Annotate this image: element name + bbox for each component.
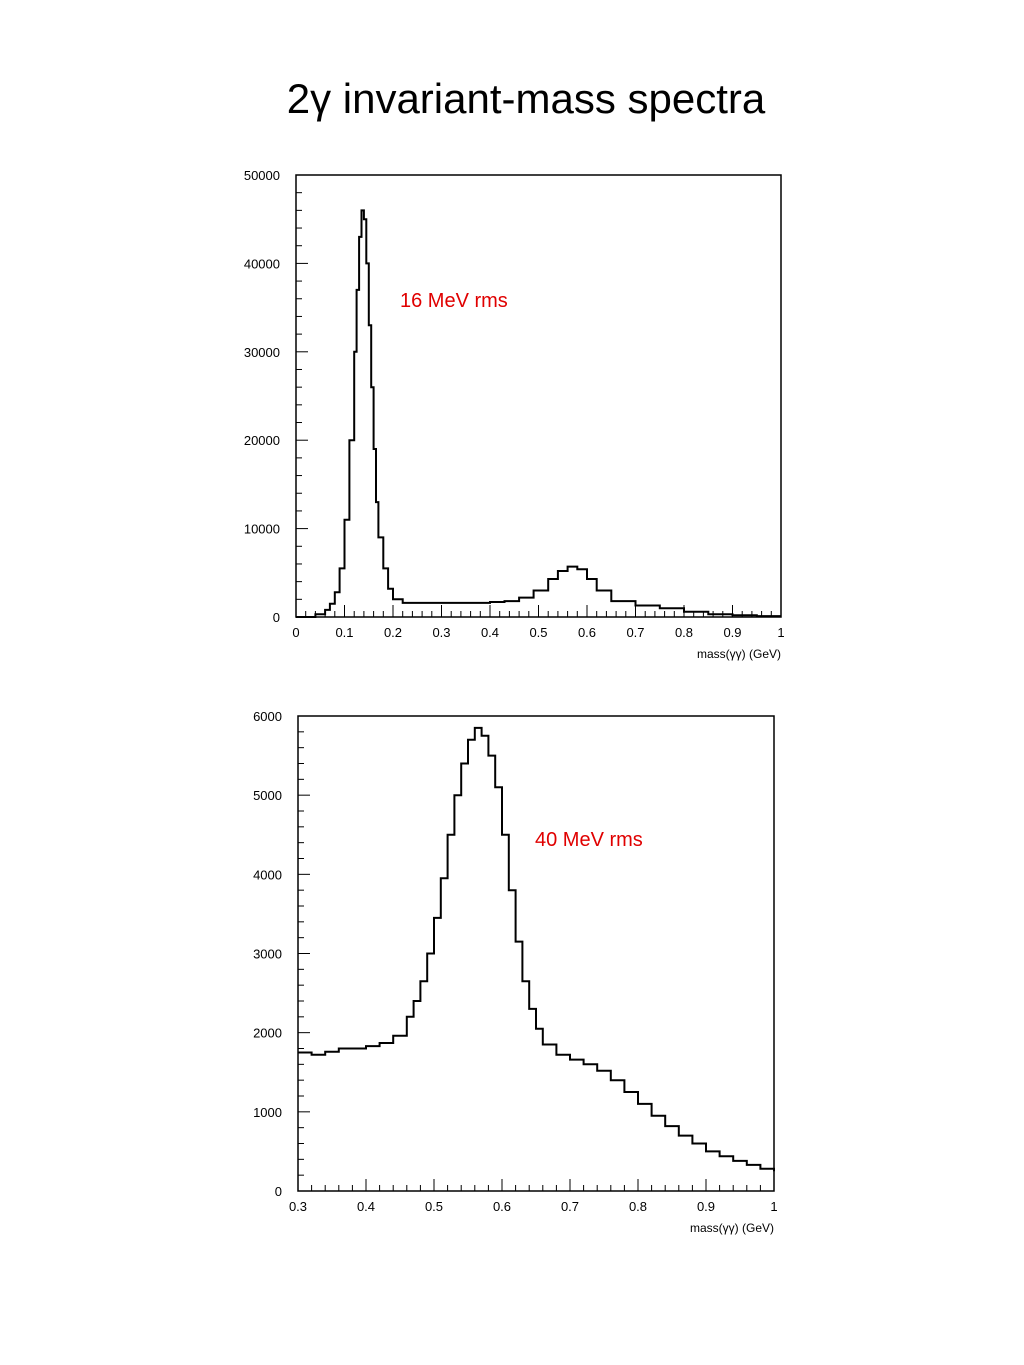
chart2-xtick-label: 0.7 [561,1199,579,1214]
chart2-ytick-label: 2000 [253,1026,282,1041]
chart2-ytick-label: 1000 [253,1105,282,1120]
chart2-xtick-label: 0.4 [357,1199,375,1214]
chart2-xtick-label: 0.6 [493,1199,511,1214]
chart1-ytick-label: 0 [273,610,280,625]
chart1-series-line [296,209,781,618]
chart2-ytick-label: 5000 [253,788,282,803]
chart1-ytick-label: 50000 [244,168,280,183]
chart2-ytick-label: 3000 [253,947,282,962]
chart1-annotation: 16 MeV rms [400,290,508,312]
chart1-xtick-label: 0.5 [529,625,547,640]
chart1-xtick-label: 0.4 [481,625,499,640]
chart1-xtick-label: 0.8 [675,625,693,640]
chart2-ytick-label: 6000 [253,709,282,724]
chart1-xtick-label: 0.7 [626,625,644,640]
chart1-ytick-label: 40000 [244,256,280,271]
chart1-xlabel: mass(γγ) (GeV) [697,647,781,661]
chart2-xlabel: mass(γγ) (GeV) [690,1221,774,1235]
chart2-xtick-label: 1 [770,1199,777,1214]
chart1-frame [295,174,782,618]
chart2-xtick-label: 0.9 [697,1199,715,1214]
chart1-xtick-label: 0.3 [432,625,450,640]
chart2-series-line [298,726,775,1172]
chart2-annotation: 40 MeV rms [535,829,643,851]
page-title: 2γ invariant-mass spectra [286,75,766,122]
chart1-xtick-label: 0.2 [384,625,402,640]
chart1-xtick-label: 0.9 [723,625,741,640]
chart2-xtick-label: 0.3 [289,1199,307,1214]
chart1-xtick-label: 0 [292,625,299,640]
chart2-xtick-label: 0.8 [629,1199,647,1214]
chart2-frame [297,715,775,1192]
chart1-ytick-label: 30000 [244,345,280,360]
chart1-xtick-label: 0.1 [335,625,353,640]
chart2-ytick-label: 4000 [253,867,282,882]
chart1-xtick-label: 1 [777,625,784,640]
chart2-xtick-label: 0.5 [425,1199,443,1214]
chart1-ytick-label: 10000 [244,522,280,537]
chart1-ytick-label: 20000 [244,433,280,448]
chart2-ytick-label: 0 [275,1184,282,1199]
chart1-xtick-label: 0.6 [578,625,596,640]
